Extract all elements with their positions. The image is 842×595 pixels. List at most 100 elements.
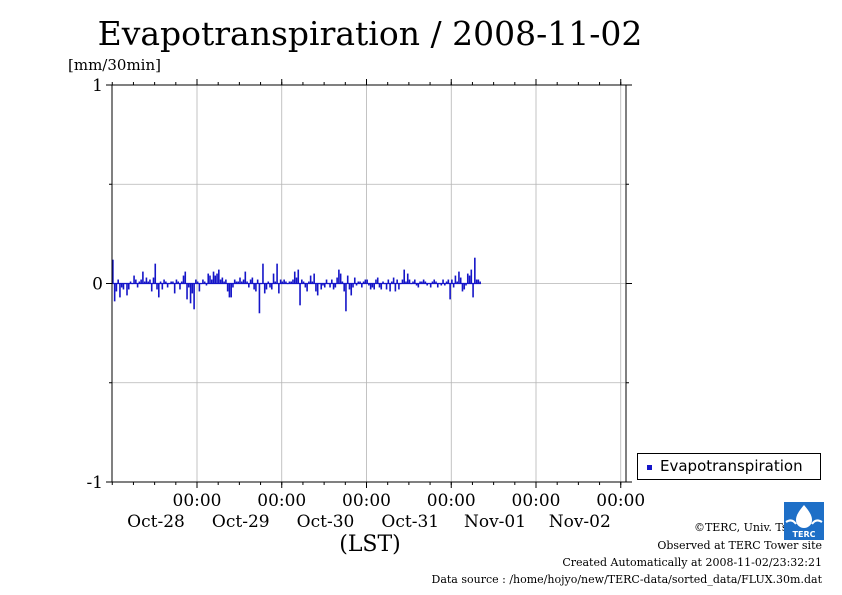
data-bar — [361, 283, 363, 288]
data-bar — [228, 283, 231, 298]
data-bar — [179, 283, 181, 290]
data-bar — [240, 281, 243, 284]
data-bar — [366, 279, 368, 284]
y-tick-label: 0 — [92, 275, 103, 295]
data-bar — [269, 283, 271, 288]
data-bar — [253, 283, 255, 290]
data-bar — [143, 281, 146, 284]
data-bar — [165, 281, 167, 284]
data-bar — [440, 283, 443, 286]
legend-label: Evapotranspiration — [660, 457, 803, 475]
data-bar — [438, 283, 441, 285]
data-bar — [233, 279, 236, 284]
data-bar — [255, 283, 257, 292]
data-bar — [447, 279, 450, 284]
data-bar — [338, 269, 340, 284]
data-bar — [458, 271, 460, 284]
data-bar — [382, 281, 384, 284]
data-bar — [364, 279, 367, 284]
data-bar — [131, 283, 134, 285]
data-bar — [166, 283, 169, 288]
x-tick-date-label: Nov-02 — [549, 512, 611, 532]
data-bar — [426, 283, 428, 286]
data-bar — [308, 281, 310, 284]
data-bar — [376, 277, 379, 284]
data-bar — [474, 257, 476, 284]
legend-swatch — [647, 465, 652, 470]
data-bar — [461, 283, 464, 292]
data-bar — [295, 277, 298, 284]
data-bar — [302, 281, 305, 284]
data-bar — [309, 275, 312, 284]
data-bar — [334, 283, 337, 288]
plot-frame — [111, 84, 627, 483]
y-axis-unit-label: [mm/30min] — [68, 56, 161, 74]
data-bar — [198, 283, 201, 292]
data-bar — [339, 273, 342, 284]
data-bar — [142, 271, 144, 284]
terc-logo-icon: TERC — [784, 502, 824, 540]
x-tick-time-label: 00:00 — [427, 491, 476, 511]
data-bar — [230, 283, 232, 298]
data-bar — [401, 279, 404, 284]
data-bar — [369, 283, 372, 290]
created-timestamp-text: Created Automatically at 2008-11-02/23:3… — [562, 556, 822, 569]
data-bar — [218, 269, 220, 284]
data-bar — [288, 281, 291, 284]
data-bar — [283, 279, 285, 284]
data-bar — [454, 275, 457, 284]
data-bar — [343, 283, 345, 292]
data-bar — [459, 277, 462, 284]
data-bar — [385, 283, 388, 290]
data-bar — [120, 283, 123, 288]
data-bar — [292, 279, 294, 284]
x-tick-time-label: 00:00 — [257, 491, 306, 511]
bar-series — [112, 257, 482, 314]
data-bar — [449, 283, 451, 300]
data-bar — [195, 279, 197, 284]
data-bar — [112, 259, 114, 284]
data-bar — [348, 283, 351, 290]
data-bar — [281, 281, 284, 284]
data-bar — [323, 283, 326, 288]
data-bar — [207, 273, 210, 284]
data-bar — [193, 283, 195, 310]
data-bar — [313, 273, 315, 284]
data-bar — [246, 281, 248, 284]
data-bar — [318, 283, 321, 285]
data-bar — [394, 283, 397, 292]
x-tick-date-label: Nov-01 — [464, 512, 526, 532]
data-bar — [175, 279, 178, 284]
data-bar — [362, 281, 365, 284]
data-bar — [414, 279, 416, 284]
data-bar — [306, 283, 308, 292]
data-bar — [445, 281, 448, 284]
data-bar — [368, 283, 370, 286]
data-bar — [350, 283, 353, 296]
data-bar — [412, 281, 414, 284]
data-bar — [270, 283, 273, 290]
y-tick-label: -1 — [86, 473, 103, 493]
data-bar — [117, 279, 119, 284]
data-bar — [352, 283, 354, 288]
data-bar — [329, 283, 331, 288]
data-bar — [403, 269, 406, 284]
data-bar — [429, 283, 432, 288]
data-bar — [244, 271, 247, 284]
data-bar — [436, 283, 439, 288]
data-bar — [470, 269, 473, 284]
data-bar — [136, 283, 139, 288]
data-bar — [468, 275, 471, 284]
data-bar — [279, 279, 282, 284]
data-bar — [325, 279, 328, 284]
data-bar — [327, 283, 330, 285]
data-bar — [375, 279, 377, 284]
data-bar — [422, 279, 425, 284]
data-bar — [435, 281, 437, 284]
data-bar — [383, 283, 386, 285]
data-bar — [392, 277, 395, 284]
data-bar — [475, 279, 478, 284]
x-tick-time-label: 00:00 — [512, 491, 561, 511]
data-bar — [442, 279, 444, 284]
data-bar — [154, 263, 157, 284]
